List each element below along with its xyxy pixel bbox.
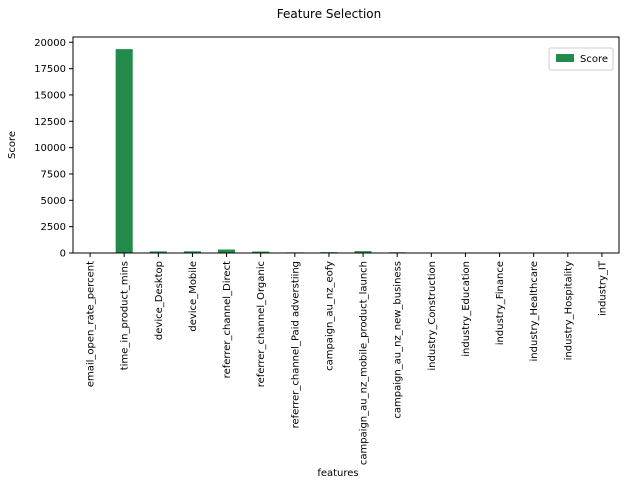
legend: Score [548, 47, 614, 71]
x-tick-label: referrer_channel_Direct [222, 261, 233, 378]
bar [149, 251, 167, 253]
bar [218, 249, 236, 253]
y-tick-label: 15000 [34, 90, 66, 101]
y-tick-label: 2500 [41, 222, 66, 233]
x-tick-label: industry_Hospitality [563, 261, 574, 360]
x-tick-label: campaign_au_nz_new_business [393, 261, 404, 419]
bar [354, 251, 372, 253]
x-tick-label: campaign_au_nz_mobile_product_launch [359, 261, 370, 465]
x-tick-label: industry_Finance [495, 261, 506, 345]
y-tick-label: 20000 [34, 38, 66, 49]
x-tick-label: industry_Education [461, 261, 472, 357]
chart-title: Feature Selection [277, 7, 381, 21]
x-tick-label: device_Mobile [188, 261, 199, 332]
plot-frame [72, 36, 620, 254]
x-tick-label: industry_IT [597, 260, 608, 316]
x-axis: email_open_rate_percent time_in_product_m… [86, 253, 608, 465]
x-tick-label: referrer_channel_Paid adverstiing [290, 261, 301, 428]
y-tick-label: 10000 [34, 143, 66, 154]
bars-group [81, 49, 611, 254]
y-tick-label: 17500 [34, 64, 66, 75]
legend-frame [548, 47, 614, 71]
x-tick-label: referrer_channel_Organic [256, 261, 267, 387]
y-tick-label: 7500 [41, 169, 66, 180]
bar [183, 251, 201, 253]
y-axis: 0 2500 5000 7500 10000 12500 15000 17500 20000 [34, 38, 73, 260]
x-tick-label: time_in_product_mins [120, 261, 131, 370]
legend-label: Score [580, 54, 608, 65]
bar [252, 251, 270, 253]
x-axis-label: features [317, 468, 358, 479]
x-tick-label: industry_Healthcare [529, 261, 540, 361]
x-tick-label: email_open_rate_percent [86, 261, 97, 387]
bar [115, 49, 133, 254]
y-axis-label: Score [7, 131, 18, 159]
y-tick-label: 12500 [34, 117, 66, 128]
y-tick-label: 5000 [41, 196, 66, 207]
x-tick-label: industry_Construction [427, 261, 438, 371]
x-tick-label: device_Desktop [154, 261, 165, 340]
legend-swatch [556, 54, 574, 62]
x-tick-label: campaign_au_nz_eofy [324, 261, 335, 371]
y-tick-label: 0 [60, 249, 66, 260]
